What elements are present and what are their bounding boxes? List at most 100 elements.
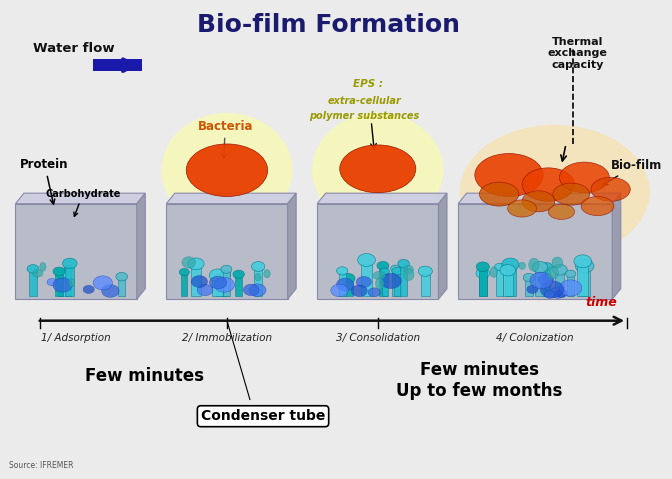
- Text: Bio-film: Bio-film: [603, 159, 662, 185]
- Bar: [543, 269, 550, 296]
- Ellipse shape: [490, 267, 497, 277]
- Ellipse shape: [398, 260, 409, 268]
- Bar: [379, 268, 386, 296]
- Text: Carbohydrate: Carbohydrate: [45, 189, 121, 217]
- Ellipse shape: [475, 154, 543, 196]
- Ellipse shape: [522, 168, 575, 201]
- Ellipse shape: [541, 262, 552, 271]
- Ellipse shape: [69, 279, 75, 287]
- Text: Water flow: Water flow: [34, 42, 115, 55]
- Bar: [497, 269, 503, 296]
- Bar: [579, 270, 591, 296]
- Ellipse shape: [529, 258, 540, 271]
- Ellipse shape: [351, 285, 367, 297]
- Bar: [382, 274, 388, 296]
- Bar: [181, 274, 187, 296]
- Bar: [392, 271, 398, 296]
- Ellipse shape: [552, 264, 567, 275]
- Ellipse shape: [500, 264, 515, 276]
- Text: Condenser tube: Condenser tube: [201, 409, 325, 423]
- Ellipse shape: [527, 285, 538, 294]
- Text: Source: IFREMER: Source: IFREMER: [9, 461, 73, 470]
- Text: EPS :: EPS :: [353, 80, 383, 89]
- Ellipse shape: [251, 262, 265, 272]
- Text: Bio-film Formation: Bio-film Formation: [197, 12, 460, 36]
- Ellipse shape: [552, 257, 562, 268]
- Text: Thermal
exchange
capacity: Thermal exchange capacity: [548, 36, 607, 70]
- Ellipse shape: [192, 275, 208, 287]
- Ellipse shape: [380, 273, 401, 288]
- Ellipse shape: [522, 191, 555, 212]
- Ellipse shape: [404, 265, 413, 274]
- Ellipse shape: [243, 284, 259, 296]
- Ellipse shape: [197, 284, 213, 296]
- Text: Bacteria: Bacteria: [198, 120, 253, 159]
- Polygon shape: [612, 193, 621, 299]
- Ellipse shape: [65, 265, 73, 272]
- Bar: [478, 276, 487, 296]
- Text: time: time: [585, 296, 617, 309]
- Ellipse shape: [540, 281, 564, 298]
- Ellipse shape: [182, 257, 196, 268]
- Ellipse shape: [56, 269, 69, 278]
- Ellipse shape: [331, 284, 348, 297]
- Text: 4/ Colonization: 4/ Colonization: [497, 332, 574, 342]
- Ellipse shape: [101, 285, 119, 297]
- Ellipse shape: [544, 291, 555, 298]
- Ellipse shape: [530, 272, 552, 289]
- Ellipse shape: [342, 274, 355, 283]
- Bar: [166, 204, 288, 299]
- Ellipse shape: [523, 274, 535, 282]
- Ellipse shape: [214, 277, 235, 292]
- Ellipse shape: [548, 204, 575, 219]
- Text: 1/ Adsorption: 1/ Adsorption: [41, 332, 111, 342]
- Ellipse shape: [547, 266, 558, 279]
- Ellipse shape: [53, 267, 65, 276]
- Bar: [421, 274, 429, 296]
- Bar: [66, 271, 71, 296]
- Text: Few minutes: Few minutes: [85, 366, 204, 385]
- Bar: [535, 271, 545, 296]
- Bar: [317, 204, 438, 299]
- Ellipse shape: [380, 268, 390, 275]
- Ellipse shape: [233, 270, 245, 278]
- Text: polymer substances: polymer substances: [310, 111, 420, 121]
- Ellipse shape: [340, 145, 416, 193]
- Bar: [339, 274, 345, 296]
- Ellipse shape: [62, 258, 77, 269]
- Bar: [216, 282, 225, 296]
- Bar: [254, 270, 262, 296]
- Ellipse shape: [93, 276, 112, 290]
- Ellipse shape: [392, 267, 403, 275]
- Bar: [55, 274, 62, 296]
- Text: Protein: Protein: [20, 158, 69, 204]
- Ellipse shape: [368, 288, 380, 297]
- Ellipse shape: [116, 273, 128, 281]
- Bar: [29, 272, 36, 296]
- Polygon shape: [458, 193, 621, 204]
- Bar: [361, 264, 372, 296]
- Ellipse shape: [264, 270, 270, 278]
- Ellipse shape: [495, 263, 505, 271]
- Ellipse shape: [337, 278, 353, 291]
- Ellipse shape: [221, 265, 232, 274]
- Ellipse shape: [566, 270, 576, 278]
- Ellipse shape: [502, 258, 519, 271]
- Ellipse shape: [550, 287, 566, 298]
- Bar: [93, 59, 142, 71]
- Ellipse shape: [556, 289, 567, 297]
- Ellipse shape: [460, 125, 650, 259]
- Ellipse shape: [377, 262, 389, 270]
- Ellipse shape: [507, 200, 536, 217]
- Ellipse shape: [179, 269, 190, 276]
- Ellipse shape: [476, 268, 490, 278]
- Bar: [567, 276, 574, 296]
- Ellipse shape: [255, 274, 261, 281]
- Bar: [555, 273, 564, 296]
- Bar: [191, 268, 201, 296]
- Ellipse shape: [404, 269, 414, 281]
- Bar: [65, 267, 75, 296]
- Ellipse shape: [186, 144, 267, 196]
- Ellipse shape: [188, 258, 204, 270]
- Ellipse shape: [538, 274, 554, 285]
